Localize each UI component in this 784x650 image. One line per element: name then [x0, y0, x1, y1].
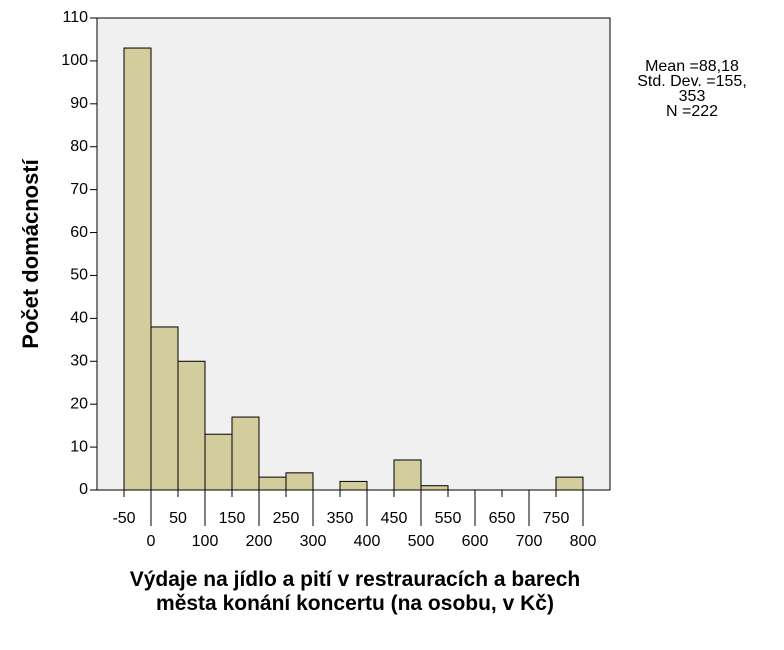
x-tick-label: 300	[300, 533, 327, 550]
bar	[339, 480, 368, 491]
bar	[420, 485, 449, 491]
bar	[204, 433, 233, 491]
x-tick-label: 50	[169, 510, 187, 527]
stats-text: Mean =88,18	[645, 58, 739, 75]
stats-text: N =222	[666, 103, 718, 120]
stats-text: 353	[679, 88, 706, 105]
x-tick-label: 600	[462, 533, 489, 550]
y-axis-label: Počet domácností	[18, 158, 43, 348]
x-tick-label: 650	[489, 510, 516, 527]
y-tick-label: 60	[70, 224, 88, 241]
bar	[258, 476, 287, 491]
x-tick-label: 800	[570, 533, 597, 550]
y-tick-label: 70	[70, 181, 88, 198]
y-tick-label: 100	[61, 52, 88, 69]
x-tick-label: 0	[147, 533, 156, 550]
bar	[150, 326, 179, 491]
x-tick-label: -50	[112, 510, 135, 527]
x-tick-label: 750	[543, 510, 570, 527]
y-tick-label: 50	[70, 267, 88, 284]
y-tick-label: 0	[79, 481, 88, 498]
x-tick-label: 450	[381, 510, 408, 527]
x-tick-label: 100	[192, 533, 219, 550]
y-tick-label: 30	[70, 352, 88, 369]
bar	[177, 360, 206, 491]
bar	[123, 47, 152, 491]
y-tick-label: 10	[70, 438, 88, 455]
x-tick-label: 550	[435, 510, 462, 527]
y-tick-label: 110	[62, 9, 88, 26]
x-tick-label: 150	[219, 510, 246, 527]
stats-text: Std. Dev. =155,	[637, 73, 747, 90]
x-tick-label: 250	[273, 510, 300, 527]
bar	[393, 459, 422, 491]
x-tick-label: 500	[408, 533, 435, 550]
x-tick-label: 200	[246, 533, 273, 550]
y-tick-label: 40	[70, 310, 88, 327]
bar	[555, 476, 584, 491]
x-tick-label: 700	[516, 533, 543, 550]
bar	[285, 472, 314, 491]
x-tick-label: 350	[327, 510, 354, 527]
y-tick-label: 20	[70, 395, 88, 412]
y-tick-label: 90	[70, 95, 88, 112]
x-tick-label: 400	[354, 533, 381, 550]
y-tick-label: 80	[70, 138, 88, 155]
bar	[231, 416, 260, 491]
x-axis-label: Výdaje na jídlo a pití v restrauracích a…	[129, 568, 581, 615]
